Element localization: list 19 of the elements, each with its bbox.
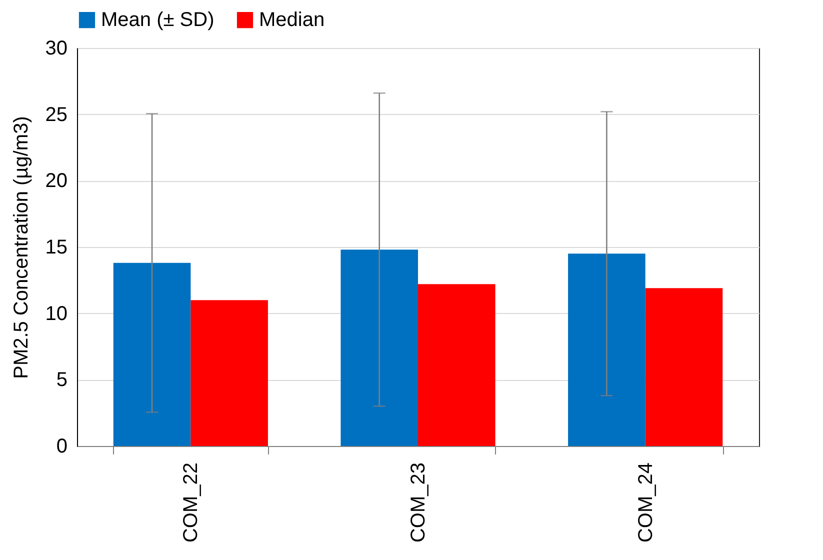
x-tick-label: COM_22 [180,462,202,543]
bar [340,250,418,446]
y-axis-title: PM2.5 Concentration (µg/m3) [10,116,32,379]
y-tick-label: 15 [45,236,68,258]
bar [190,300,268,446]
x-tick-label: COM_23 [408,462,430,543]
y-tick-label: 10 [45,302,68,325]
y-tick-label: 30 [45,38,68,60]
y-tick-label: 0 [56,436,68,458]
y-tick-label: 25 [45,104,68,126]
x-tick-label: COM_24 [634,462,657,543]
y-tick-label: 5 [56,369,68,392]
bar [568,254,646,446]
legend-label: Median [259,9,325,31]
bar [645,288,723,446]
bar [113,262,191,446]
bar [418,284,496,446]
y-tick-label: 20 [45,170,68,192]
legend-label: Mean (± SD) [101,9,214,31]
